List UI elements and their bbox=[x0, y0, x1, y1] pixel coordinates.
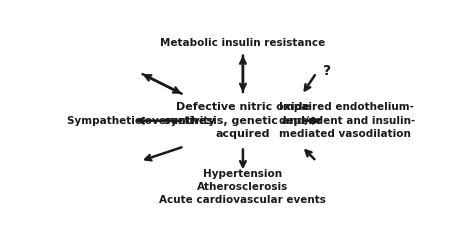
Text: Defective nitric oxide
synthesis, genetic and/or
acquired: Defective nitric oxide synthesis, geneti… bbox=[164, 103, 322, 139]
Text: Sympathetic overactivity: Sympathetic overactivity bbox=[66, 116, 215, 126]
Text: Hypertension
Atherosclerosis
Acute cardiovascular events: Hypertension Atherosclerosis Acute cardi… bbox=[159, 169, 327, 205]
Text: Impaired endothelium-
dependent and insulin-
mediated vasodilation: Impaired endothelium- dependent and insu… bbox=[279, 103, 416, 139]
Text: ?: ? bbox=[323, 64, 331, 78]
Text: Metabolic insulin resistance: Metabolic insulin resistance bbox=[160, 38, 326, 48]
